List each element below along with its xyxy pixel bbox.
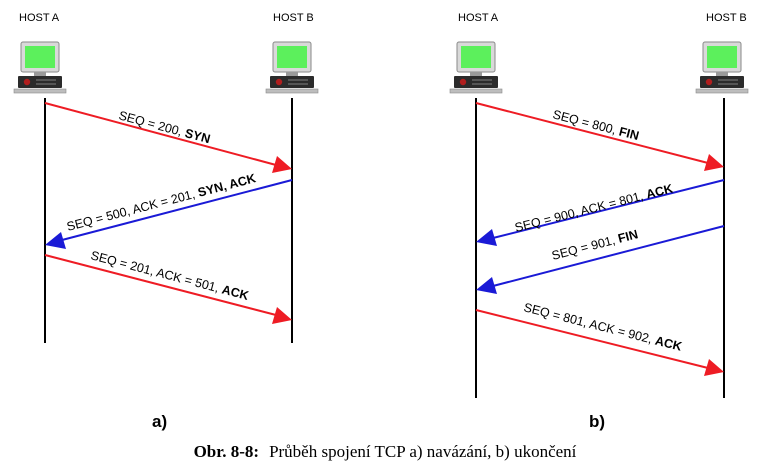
caption-prefix: Obr. 8-8:: [194, 442, 260, 461]
caption-text: Průběh spojení TCP a) navázání, b) ukonč…: [269, 442, 577, 461]
computer-icon: [449, 41, 503, 94]
panel-a-label: a): [152, 412, 167, 431]
message-label: SEQ = 900, ACK = 801, ACK: [513, 181, 674, 234]
panel-b-label: b): [589, 412, 605, 431]
message-arrow: [476, 225, 725, 294]
message-arrow: [44, 254, 292, 324]
panel-a: HOST A HOST B SEQ = 200, SYN SEQ = 500, …: [13, 12, 319, 431]
host-a-label: HOST A: [458, 12, 499, 24]
computer-icon: [695, 41, 749, 94]
message-label: SEQ = 200, SYN: [117, 108, 212, 146]
host-b-label: HOST B: [273, 12, 314, 24]
computer-icon: [265, 41, 319, 94]
message-arrow: [44, 102, 292, 173]
computer-icon: [13, 41, 67, 94]
host-a-label: HOST A: [19, 12, 60, 24]
message-label: SEQ = 901, FIN: [550, 227, 639, 263]
message-label: SEQ = 201, ACK = 501, ACK: [89, 248, 250, 303]
panel-b: HOST A HOST B SEQ = 800, FIN SEQ = 900, …: [449, 12, 749, 431]
message-label: SEQ = 500, ACK = 201, SYN, ACK: [65, 171, 257, 234]
message-arrow: [45, 179, 293, 249]
figure-caption: Obr. 8-8: Průběh spojení TCP a) navázání,…: [194, 442, 577, 461]
message-arrow: [475, 102, 724, 171]
message-arrow: [476, 179, 725, 246]
host-b-label: HOST B: [706, 12, 747, 24]
message-arrow: [475, 309, 724, 376]
